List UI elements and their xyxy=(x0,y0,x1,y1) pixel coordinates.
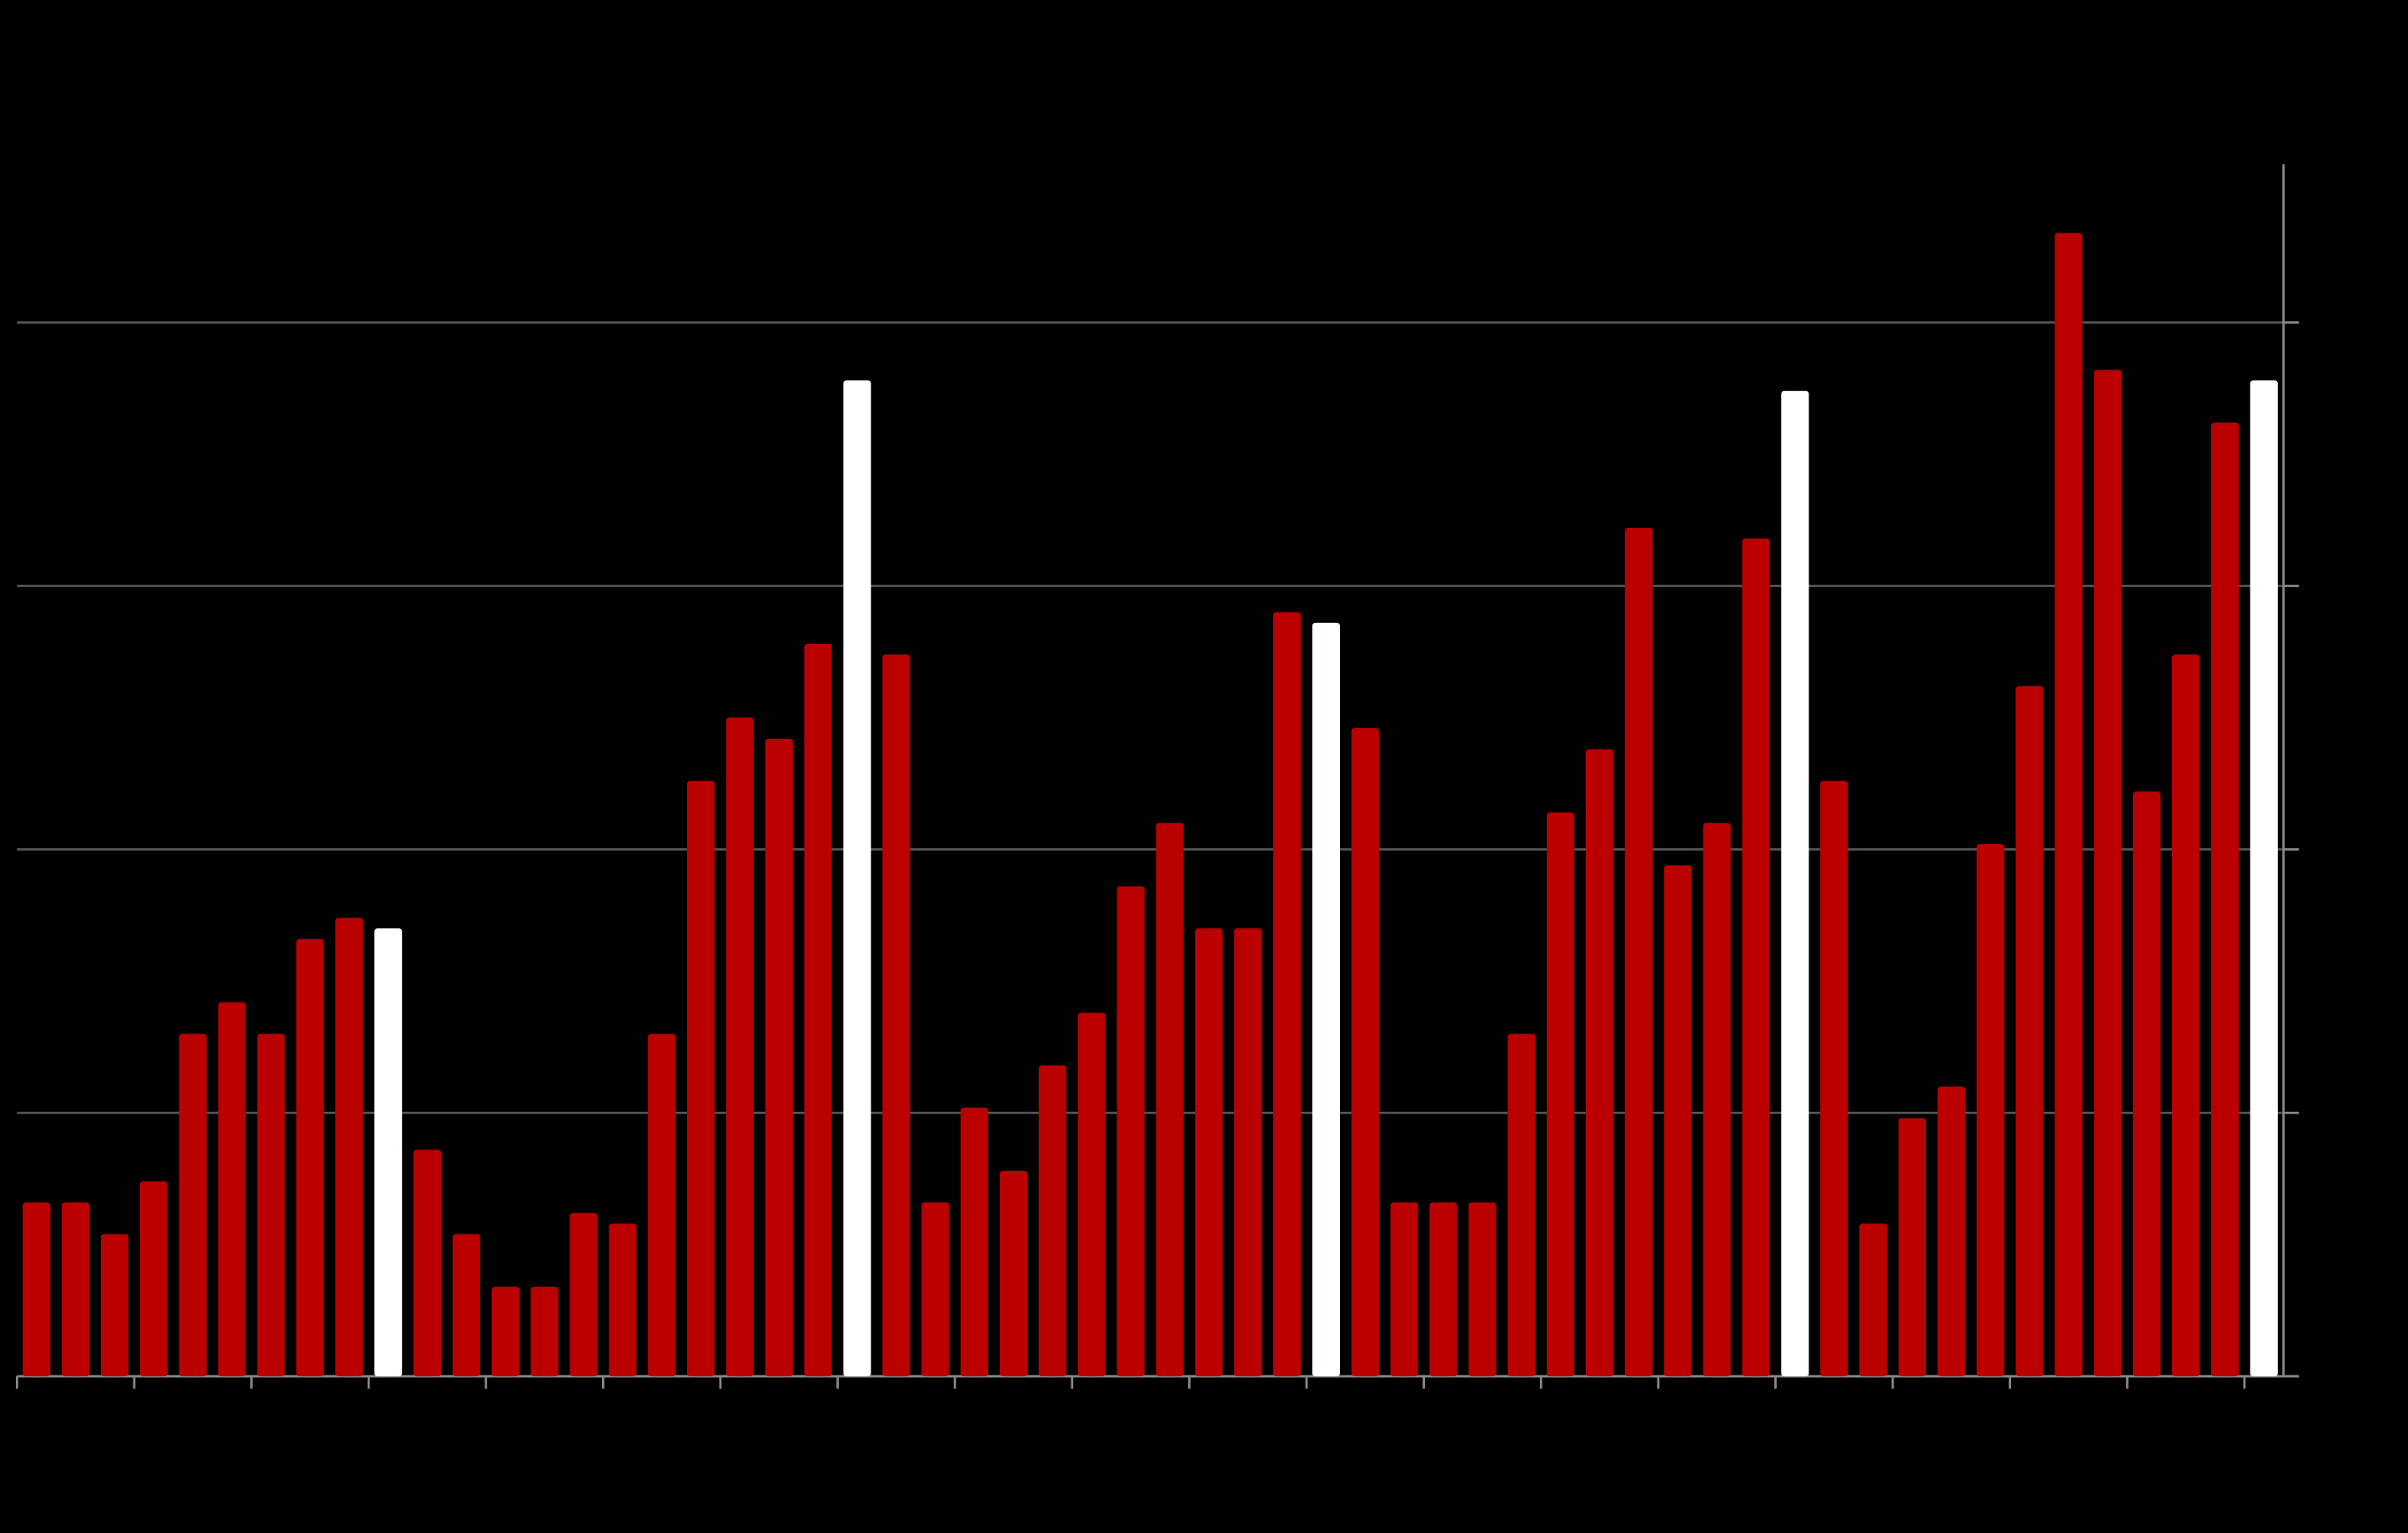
bar xyxy=(178,1033,207,1377)
bar xyxy=(1116,886,1145,1377)
bar xyxy=(1351,728,1379,1377)
bar xyxy=(296,938,324,1377)
bar xyxy=(413,1149,442,1377)
bar xyxy=(218,1002,246,1377)
bar xyxy=(100,1234,129,1377)
bar xyxy=(1312,622,1341,1377)
bar xyxy=(452,1234,480,1377)
bar xyxy=(1742,538,1770,1377)
bar xyxy=(1898,1118,1927,1377)
bar xyxy=(1038,1065,1066,1377)
bar xyxy=(765,738,793,1377)
bar xyxy=(2250,380,2278,1377)
bar xyxy=(1156,822,1184,1377)
bar xyxy=(1663,865,1692,1377)
bar xyxy=(2133,791,2161,1377)
bar xyxy=(843,380,871,1377)
bar xyxy=(1781,390,1809,1377)
bar xyxy=(23,1202,51,1377)
bar xyxy=(530,1286,559,1377)
bar xyxy=(62,1202,90,1377)
bar xyxy=(804,643,832,1377)
bar xyxy=(1859,1223,1888,1377)
bar xyxy=(1273,612,1302,1377)
bar xyxy=(1937,1086,1965,1377)
bar xyxy=(2171,654,2200,1377)
bar xyxy=(2210,422,2239,1377)
bar xyxy=(1195,928,1223,1377)
bar xyxy=(686,781,715,1377)
bar xyxy=(257,1033,285,1377)
bar xyxy=(374,928,403,1377)
bar xyxy=(999,1170,1028,1377)
bar xyxy=(2094,369,2122,1377)
bar xyxy=(1234,928,1262,1377)
bar xyxy=(1820,781,1849,1377)
bar xyxy=(491,1286,519,1377)
bar xyxy=(569,1213,598,1377)
bar xyxy=(1077,1013,1106,1377)
bar xyxy=(961,1107,989,1377)
bar xyxy=(648,1033,676,1377)
bar xyxy=(2015,686,2044,1377)
bar xyxy=(1624,527,1653,1377)
bar xyxy=(609,1223,637,1377)
bar xyxy=(1547,812,1575,1377)
bar xyxy=(2054,233,2083,1377)
bar xyxy=(1468,1202,1497,1377)
bar xyxy=(1976,844,2004,1377)
bar xyxy=(1585,749,1614,1377)
bar xyxy=(921,1202,950,1377)
bar xyxy=(1429,1202,1457,1377)
bar xyxy=(1703,822,1731,1377)
bar xyxy=(139,1181,168,1377)
bar xyxy=(725,717,755,1377)
bar xyxy=(882,654,911,1377)
bar xyxy=(1508,1033,1536,1377)
bar xyxy=(1390,1202,1418,1377)
bar xyxy=(335,917,364,1377)
